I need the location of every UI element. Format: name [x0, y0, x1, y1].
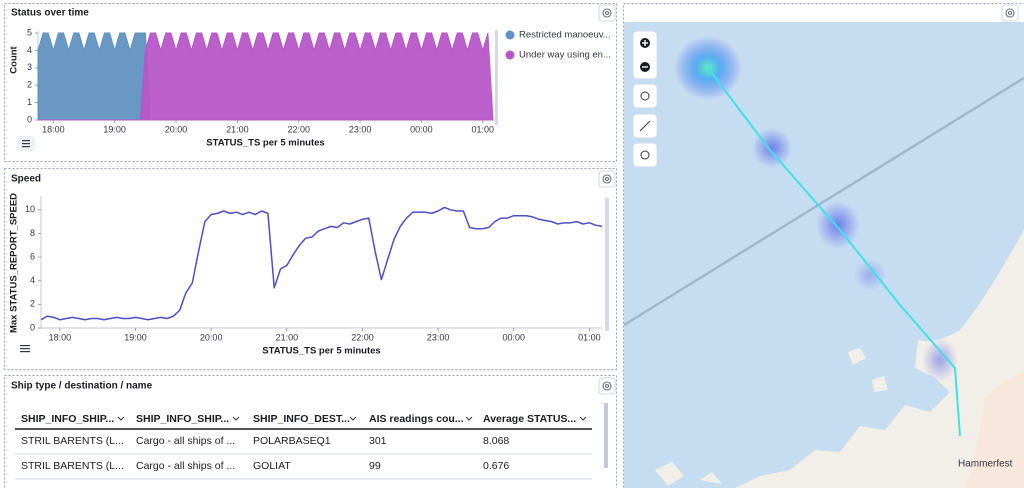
x-tick-label: 01:00	[472, 124, 495, 134]
table-cell: STRIL BARENTS (L...	[21, 435, 124, 447]
legend-toggle[interactable]	[17, 136, 35, 353]
table-header: SHIP_INFO_SHIP...	[21, 413, 114, 425]
panel	[4, 168, 617, 370]
x-tick-label: 18:00	[42, 124, 65, 134]
x-axis-label: STATUS_TS per 5 minutes	[206, 138, 324, 149]
panel-title: Speed	[11, 174, 41, 185]
sort-chevron	[232, 416, 240, 421]
y-tick-label: 1	[27, 97, 32, 107]
x-tick-label: 00:00	[502, 332, 525, 342]
panel-title: Ship type / destination / name	[11, 381, 153, 392]
table-header: SHIP_INFO_DEST...	[253, 413, 350, 425]
table-cell: Cargo - all ships of ...	[136, 435, 235, 447]
sort-chevron	[349, 416, 357, 421]
x-tick-label: 20:00	[200, 332, 223, 342]
map-place-label: Hammerfest	[958, 459, 1013, 470]
y-tick-label: 10	[25, 204, 35, 214]
legend-label: Under way using en...	[519, 50, 611, 61]
x-tick-label: 19:00	[124, 332, 147, 342]
x-tick-label: 23:00	[349, 124, 372, 134]
x-tick-label: 18:00	[49, 332, 72, 342]
x-tick-label: 22:00	[351, 332, 374, 342]
y-tick-label: 0	[27, 114, 32, 124]
scrollbar	[604, 403, 608, 468]
x-tick-label: 01:00	[578, 332, 601, 342]
y-tick-label: 0	[30, 322, 35, 332]
table-cell: Cargo - all ships of ...	[136, 460, 235, 472]
x-tick-label: 19:00	[103, 124, 126, 134]
table-header: Average STATUS...	[483, 413, 576, 425]
map-controls[interactable]	[632, 30, 658, 168]
y-tick-label: 8	[30, 228, 35, 238]
x-tick-label: 23:00	[427, 332, 450, 342]
table-header: SHIP_INFO_SHIP...	[136, 413, 229, 425]
table-cell: 8.068	[483, 435, 509, 447]
table-cell: POLARBASEQ1	[253, 435, 331, 447]
legend-swatch	[505, 50, 515, 60]
settings-buttons[interactable]	[598, 4, 1019, 395]
y-tick-label: 2	[30, 299, 35, 309]
sort-chevron	[117, 416, 125, 421]
sort-chevron	[579, 416, 587, 421]
x-axis-label: STATUS_TS per 5 minutes	[262, 346, 380, 357]
x-tick-label: 20:00	[165, 124, 188, 134]
legend-swatch	[505, 30, 515, 40]
x-tick-label: 00:00	[410, 124, 433, 134]
sort-chevron	[465, 416, 473, 421]
x-tick-label: 21:00	[226, 124, 249, 134]
table-cell: 301	[369, 435, 387, 447]
scrollbar	[495, 30, 498, 125]
table-cell: GOLIAT	[253, 460, 291, 472]
y-axis-label: Count	[9, 45, 20, 73]
scrollbar	[605, 198, 609, 331]
table-cell: 0.676	[483, 460, 509, 472]
area	[38, 32, 494, 121]
table-cell: 99	[369, 460, 381, 472]
table-header: AIS readings cou...	[369, 413, 464, 425]
legend-label: Restricted manoeuv...	[519, 30, 611, 41]
x-tick-label: 22:00	[287, 124, 310, 134]
y-tick-label: 4	[27, 45, 32, 55]
y-tick-label: 3	[27, 62, 32, 72]
panel	[4, 375, 617, 488]
y-tick-label: 6	[30, 251, 35, 261]
map[interactable]	[623, 22, 1024, 488]
y-tick-label: 5	[27, 27, 32, 37]
y-axis-label: Max STATUS_REPORT_SPEED	[9, 193, 20, 333]
y-tick-label: 2	[27, 80, 32, 90]
table-cell: STRIL BARENTS (L...	[21, 460, 124, 472]
y-tick-label: 4	[30, 275, 35, 285]
panel-title: Status over time	[11, 8, 89, 19]
line	[40, 206, 603, 321]
x-tick-label: 21:00	[276, 332, 299, 342]
